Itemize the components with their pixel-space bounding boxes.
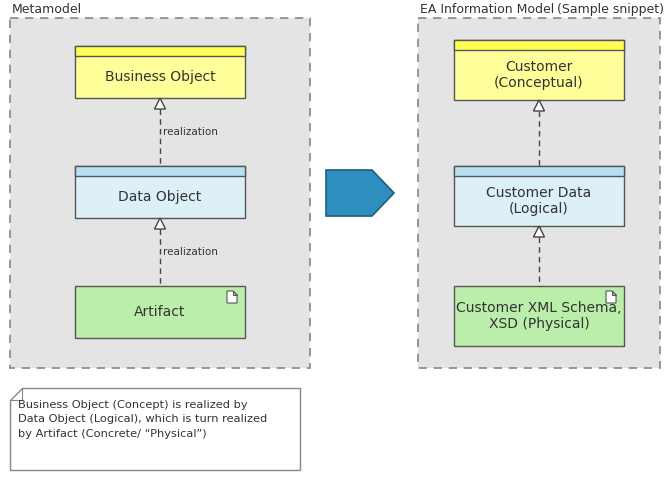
Text: Customer XML Schema,
XSD (Physical): Customer XML Schema, XSD (Physical) <box>456 301 622 331</box>
Text: EA Information Model: EA Information Model <box>420 3 554 16</box>
Text: realization: realization <box>163 127 218 137</box>
Text: Business Object: Business Object <box>105 70 215 84</box>
Polygon shape <box>606 291 616 303</box>
Text: Customer
(Conceptual): Customer (Conceptual) <box>494 60 584 90</box>
Polygon shape <box>326 170 394 216</box>
Bar <box>454 286 624 346</box>
Bar <box>454 166 624 176</box>
Text: (Sample snippet): (Sample snippet) <box>553 3 664 16</box>
Polygon shape <box>533 100 545 111</box>
Bar <box>75 166 245 176</box>
Bar <box>418 18 660 368</box>
Bar <box>10 18 310 368</box>
Text: Data Object: Data Object <box>119 190 202 204</box>
Polygon shape <box>533 226 545 237</box>
Text: realization: realization <box>163 247 218 257</box>
Bar <box>75 166 245 218</box>
Bar <box>454 40 624 100</box>
Text: Business Object (Concept) is realized by
Data Object (Logical), which is turn re: Business Object (Concept) is realized by… <box>18 400 267 439</box>
Text: Customer Data
(Logical): Customer Data (Logical) <box>486 186 592 216</box>
Polygon shape <box>155 98 165 109</box>
Polygon shape <box>227 291 237 303</box>
Polygon shape <box>233 291 237 295</box>
Bar <box>75 286 245 338</box>
Bar <box>418 18 660 368</box>
Bar <box>75 46 245 56</box>
Bar <box>10 18 310 368</box>
Bar <box>75 46 245 98</box>
Bar <box>454 40 624 50</box>
Text: Artifact: Artifact <box>134 305 186 319</box>
Bar <box>454 166 624 226</box>
Polygon shape <box>155 218 165 229</box>
Polygon shape <box>612 291 616 295</box>
Polygon shape <box>10 388 300 470</box>
Text: Metamodel: Metamodel <box>12 3 82 16</box>
